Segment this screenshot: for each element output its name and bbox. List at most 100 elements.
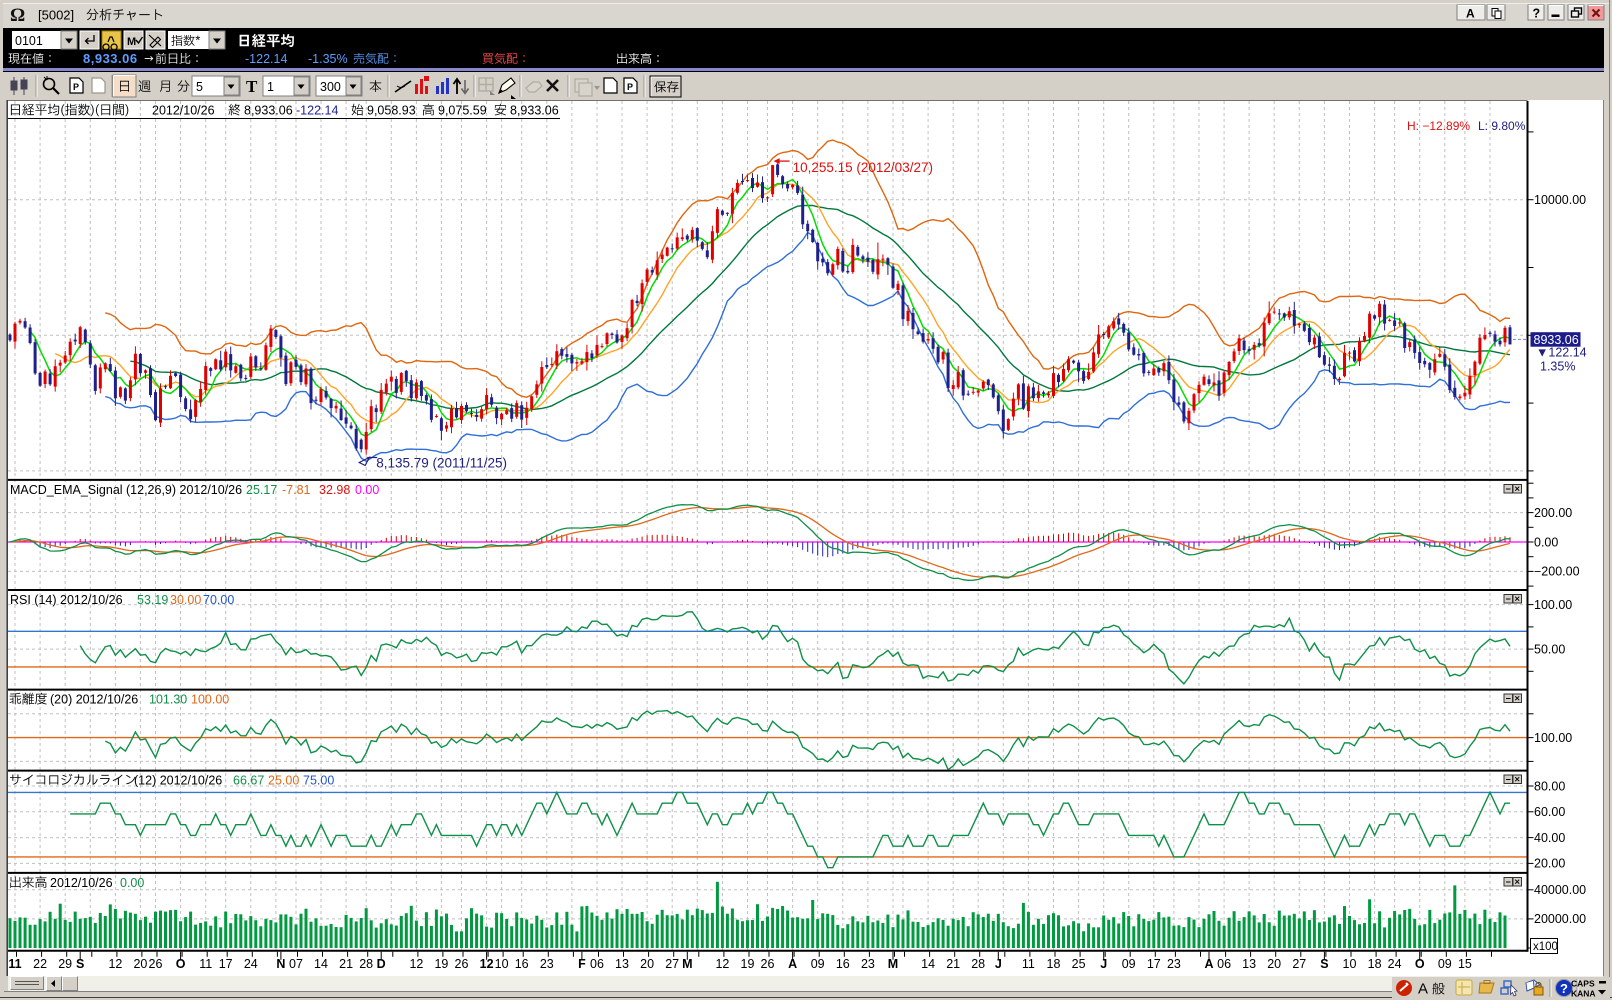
svg-text:25.00: 25.00 <box>268 774 299 788</box>
svg-text:40000.00: 40000.00 <box>1534 883 1586 897</box>
svg-text:28: 28 <box>359 957 373 971</box>
svg-text:30.00: 30.00 <box>170 593 201 607</box>
svg-text:10000.00: 10000.00 <box>1534 193 1586 207</box>
svg-text:12: 12 <box>480 957 494 971</box>
svg-text:?: ? <box>1533 7 1541 21</box>
svg-text:26: 26 <box>149 957 163 971</box>
svg-text:M: M <box>682 957 692 971</box>
svg-text:20: 20 <box>640 957 654 971</box>
svg-text:N: N <box>276 957 285 971</box>
svg-text:12: 12 <box>715 957 729 971</box>
svg-text:8,933.06: 8,933.06 <box>510 104 559 118</box>
svg-text:O: O <box>1415 957 1425 971</box>
svg-text:8,135.79 (2011/11/25): 8,135.79 (2011/11/25) <box>376 456 507 471</box>
svg-text:CAPS: CAPS <box>1571 979 1595 989</box>
svg-text:16: 16 <box>836 957 850 971</box>
svg-text:?: ? <box>1560 981 1568 996</box>
svg-text:S: S <box>76 957 84 971</box>
svg-text:09: 09 <box>1122 957 1136 971</box>
svg-text:22: 22 <box>33 957 47 971</box>
svg-text:23: 23 <box>1167 957 1181 971</box>
svg-text:14: 14 <box>921 957 935 971</box>
svg-text:101.30: 101.30 <box>149 693 187 707</box>
svg-text:8,933.06: 8,933.06 <box>244 104 293 118</box>
svg-text:0101: 0101 <box>15 34 43 48</box>
svg-text:28: 28 <box>971 957 985 971</box>
svg-text:200.00: 200.00 <box>1534 506 1572 520</box>
svg-text:18: 18 <box>1368 957 1382 971</box>
svg-text:P: P <box>627 82 633 92</box>
svg-text:17: 17 <box>1147 957 1161 971</box>
svg-text:11: 11 <box>1022 957 1035 971</box>
svg-text:24: 24 <box>1388 957 1402 971</box>
svg-text:M: M <box>888 957 898 971</box>
svg-text:40.00: 40.00 <box>1534 831 1565 845</box>
svg-text:RSI (14) 2012/10/26: RSI (14) 2012/10/26 <box>10 593 123 607</box>
svg-text:8933.06: 8933.06 <box>1534 333 1579 347</box>
svg-text:07: 07 <box>289 957 303 971</box>
svg-text:F: F <box>578 957 586 971</box>
svg-text:H: −12.89%: H: −12.89% <box>1407 119 1470 133</box>
svg-text:50.00: 50.00 <box>1534 642 1565 656</box>
svg-text:16: 16 <box>515 957 529 971</box>
svg-text:66.67: 66.67 <box>233 774 264 788</box>
svg-text:20: 20 <box>1267 957 1281 971</box>
svg-text:0.00: 0.00 <box>120 876 144 890</box>
svg-text:Ω: Ω <box>10 5 25 26</box>
svg-text:70.00: 70.00 <box>203 593 234 607</box>
svg-text:09: 09 <box>811 957 825 971</box>
svg-text:1: 1 <box>267 80 274 94</box>
svg-text:20.00: 20.00 <box>1534 857 1565 871</box>
svg-text:19: 19 <box>434 957 448 971</box>
svg-text:13: 13 <box>1242 957 1256 971</box>
svg-text:27: 27 <box>665 957 679 971</box>
svg-text:P: P <box>73 82 79 92</box>
svg-text:O: O <box>176 957 186 971</box>
svg-text:x100: x100 <box>1533 941 1558 953</box>
svg-text:▼122.14: ▼122.14 <box>1536 345 1587 359</box>
svg-text:T: T <box>246 77 258 96</box>
svg-text:06: 06 <box>590 957 604 971</box>
svg-text:11: 11 <box>199 957 212 971</box>
svg-text:A: A <box>1466 7 1475 21</box>
svg-text:14: 14 <box>314 957 328 971</box>
svg-text:23: 23 <box>540 957 554 971</box>
svg-text:J: J <box>1100 957 1107 971</box>
svg-text:19: 19 <box>741 957 755 971</box>
svg-text:1.35%: 1.35% <box>1540 359 1575 373</box>
svg-text:0.00: 0.00 <box>355 483 379 497</box>
svg-text:25: 25 <box>1072 957 1086 971</box>
svg-text:21: 21 <box>946 957 960 971</box>
svg-text:2012/10/26: 2012/10/26 <box>50 876 113 890</box>
svg-text:A: A <box>788 957 797 971</box>
svg-text:(12) 2012/10/26: (12) 2012/10/26 <box>134 774 222 788</box>
svg-text:5: 5 <box>196 80 203 94</box>
svg-text:0.00: 0.00 <box>1534 535 1558 549</box>
svg-text:-122.14: -122.14 <box>296 104 338 118</box>
svg-text:09: 09 <box>1438 957 1452 971</box>
svg-text:A: A <box>1204 957 1213 971</box>
svg-text:26: 26 <box>761 957 775 971</box>
svg-text:300: 300 <box>320 80 341 94</box>
svg-text:23: 23 <box>861 957 875 971</box>
svg-text:32.98: 32.98 <box>319 483 350 497</box>
svg-text:13: 13 <box>615 957 629 971</box>
svg-text:60.00: 60.00 <box>1534 805 1565 819</box>
svg-text:17: 17 <box>219 957 233 971</box>
svg-text:29: 29 <box>58 957 72 971</box>
svg-text:9,058.93: 9,058.93 <box>367 104 416 118</box>
svg-text:24: 24 <box>244 957 258 971</box>
svg-text:12: 12 <box>108 957 122 971</box>
svg-text:18: 18 <box>1047 957 1061 971</box>
svg-text:75.00: 75.00 <box>303 774 334 788</box>
svg-text:20: 20 <box>133 957 147 971</box>
svg-text:MACD_EMA_Signal (12,26,9) 2012: MACD_EMA_Signal (12,26,9) 2012/10/26 <box>10 483 242 497</box>
svg-text:10,255.15 (2012/03/27): 10,255.15 (2012/03/27) <box>793 160 933 175</box>
svg-text:80.00: 80.00 <box>1534 779 1565 793</box>
svg-text:25.17: 25.17 <box>246 483 277 497</box>
svg-text:D: D <box>377 957 386 971</box>
svg-text:100.00: 100.00 <box>1534 598 1572 612</box>
svg-text:15: 15 <box>1458 957 1472 971</box>
svg-text:06: 06 <box>1217 957 1231 971</box>
svg-text:12: 12 <box>409 957 423 971</box>
